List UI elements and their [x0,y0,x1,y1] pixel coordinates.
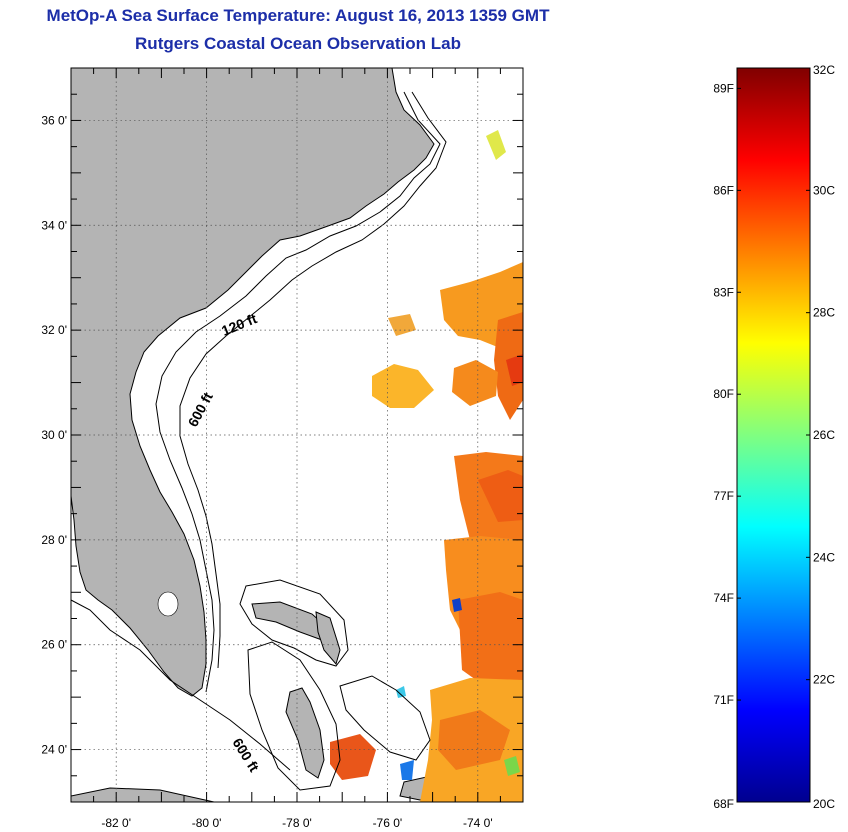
land-bahamas-abaco [315,611,341,666]
contour-bahamas [239,579,349,667]
colorbar-f-label-77: 77F [713,489,734,503]
lon-tick-label-76: -76 0' [373,816,403,830]
colorbar-c-label-28: 28C [813,306,835,320]
graticule [71,68,523,802]
colorbar-c-label-32: 32C [813,63,835,77]
colorbar [736,67,811,803]
lat-tick-label-24: 24 0' [41,743,67,757]
lon-tick-label-82: -82 0' [101,816,131,830]
colorbar-f-label-68: 68F [713,797,734,811]
contour-600ft [179,91,447,669]
map-subtitle: Rutgers Coastal Ocean Observation Lab [135,34,461,53]
map-title: MetOp-A Sea Surface Temperature: August … [46,6,550,25]
colorbar-labels: 32C 30C 28C 26C 24C 22C 20C 89F 86F 83F … [713,63,835,811]
contour-120ft [155,91,441,693]
land-bahamas-andros [285,687,325,779]
colorbar-f-label-71: 71F [713,693,734,707]
colorbar-c-label-22: 22C [813,673,835,687]
contour-keys [71,599,291,771]
colorbar-c-label-26: 26C [813,428,835,442]
colorbar-c-label-30: 30C [813,183,835,197]
lake-okeechobee [157,591,179,617]
colorbar-f-label-80: 80F [713,387,734,401]
colorbar-c-label-24: 24C [813,550,835,564]
land-cuba [71,787,215,802]
colorbar-c-label-20: 20C [813,797,835,811]
lat-tick-label-26: 26 0' [41,638,67,652]
bathymetry-contours [71,91,447,791]
lat-tick-label-32: 32 0' [41,323,67,337]
colorbar-f-label-86: 86F [713,183,734,197]
lon-tick-label-74: -74 0' [463,816,493,830]
colorbar-f-label-89: 89F [713,81,734,95]
contour-south [339,675,431,761]
contour-bahamas-2 [247,641,341,791]
sst-observations [330,130,523,802]
colorbar-f-label-74: 74F [713,591,734,605]
colorbar-ticks [737,67,810,803]
colorbar-f-label-83: 83F [713,285,734,299]
lat-tick-label-30: 30 0' [41,428,67,442]
lon-tick-label-80: -80 0' [192,816,222,830]
lat-tick-label-34: 34 0' [41,218,67,232]
map-tick-labels: 36 0' 34 0' 32 0' 30 0' 28 0' 26 0' 24 0… [41,113,492,830]
lat-tick-label-28: 28 0' [41,533,67,547]
map-ticks [70,67,524,803]
lat-tick-label-36: 36 0' [41,113,67,127]
lon-tick-label-78: -78 0' [282,816,312,830]
